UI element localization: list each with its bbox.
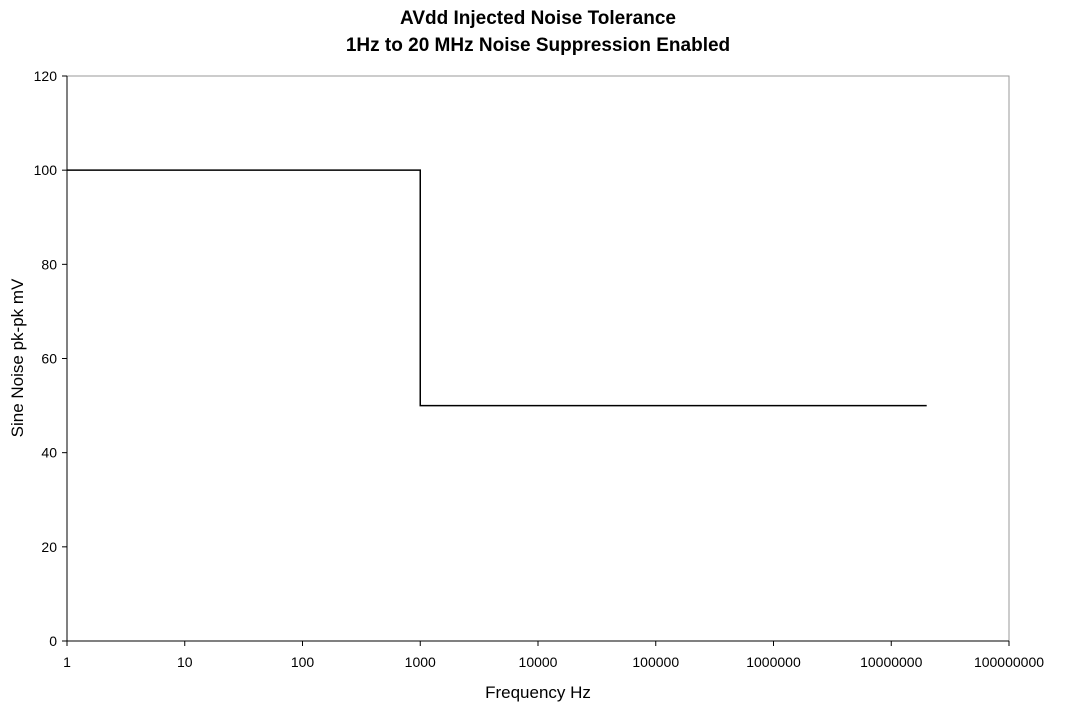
chart-title: AVdd Injected Noise Tolerance: [400, 8, 676, 29]
y-tick-label: 20: [41, 539, 57, 555]
x-tick-label: 1000: [405, 654, 436, 670]
x-tick-label: 100: [291, 654, 315, 670]
x-tick-label: 1000000: [746, 654, 801, 670]
y-axis-ticks: 0 20 40 60 80 100 120: [34, 68, 67, 649]
x-tick-label: 10: [177, 654, 193, 670]
plot-area: [66, 75, 1010, 642]
y-tick-label: 0: [49, 633, 57, 649]
x-tick-label: 1: [63, 654, 71, 670]
x-axis-ticks: 1 10 100 1000 10000 100000 1000000 10000000 1000…: [63, 641, 1044, 670]
y-tick-label: 80: [41, 256, 57, 272]
series-line: [67, 169, 927, 407]
y-axis-label: Sine Noise pk-pk mV: [8, 278, 27, 437]
y-tick-label: 120: [34, 68, 58, 84]
series-layer: [67, 169, 927, 407]
x-tick-label: 100000000: [974, 654, 1044, 670]
x-axis-label: Frequency Hz: [485, 683, 591, 702]
x-tick-label: 10000: [519, 654, 558, 670]
x-tick-label: 10000000: [860, 654, 923, 670]
y-tick-label: 60: [41, 351, 57, 367]
y-tick-label: 100: [34, 162, 58, 178]
x-tick-label: 100000: [632, 654, 679, 670]
chart-subtitle: 1Hz to 20 MHz Noise Suppression Enabled: [346, 35, 730, 56]
y-tick-label: 40: [41, 445, 57, 461]
